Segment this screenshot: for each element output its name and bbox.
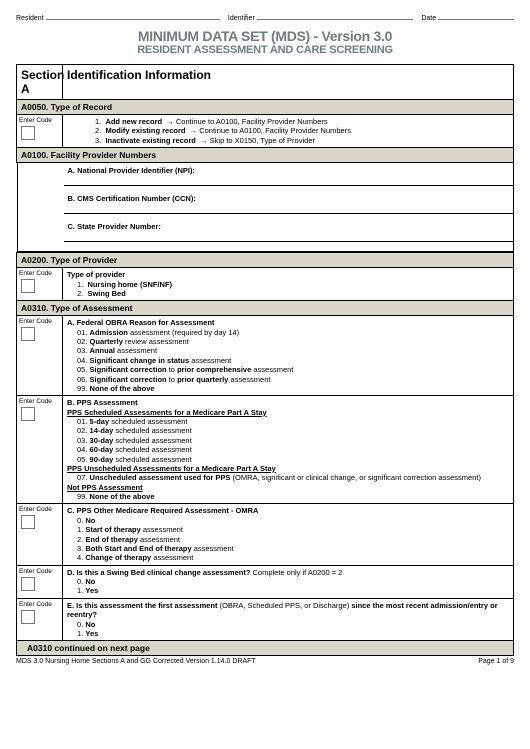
a0200-enter-code[interactable]: Enter Code xyxy=(17,268,63,301)
form-title-2: RESIDENT ASSESSMENT AND CARE SCREENING xyxy=(16,44,514,56)
a0310c-enter-code[interactable]: Enter Code xyxy=(17,504,63,565)
date-input-line[interactable] xyxy=(438,12,514,20)
identifier-label: Identifier xyxy=(228,15,255,22)
a0310d-enter-code[interactable]: Enter Code xyxy=(17,565,63,598)
a0100-b: B. CMS Certification Number (CCN): xyxy=(64,186,513,214)
section-name: Identification Information xyxy=(67,68,211,82)
a0100-a: A. National Provider Identifier (NPI): xyxy=(64,163,513,186)
a0310c-content: C. PPS Other Medicare Required Assessmen… xyxy=(63,504,514,565)
footer-right: Page 1 of 9 xyxy=(478,658,514,665)
a0310e-content: E. Is this assessment the first assessme… xyxy=(63,598,514,641)
page-header: Resident Identifier Date xyxy=(16,12,514,22)
form-title-1: MINIMUM DATA SET (MDS) - Version 3.0 xyxy=(16,28,514,44)
a0050-enter-code[interactable]: Enter Code xyxy=(17,115,63,148)
footer-left: MDS 3.0 Nursing Home Sections A and GG C… xyxy=(16,658,256,665)
a0050-content: 1. Add new record → Continue to A0100, F… xyxy=(63,115,514,148)
section-header-row: Section A Identification Information xyxy=(17,65,514,100)
a0310d-content: D. Is this a Swing Bed clinical change a… xyxy=(63,565,514,598)
date-label: Date xyxy=(421,15,436,22)
a0100-heading: A0100. Facility Provider Numbers xyxy=(17,148,514,163)
identifier-input-line[interactable] xyxy=(257,12,414,20)
a0310-heading: A0310. Type of Assessment xyxy=(17,301,514,316)
a0310e-enter-code[interactable]: Enter Code xyxy=(17,598,63,641)
a0310b-content: B. PPS Assessment PPS Scheduled Assessme… xyxy=(63,396,514,504)
a0200-heading: A0200. Type of Provider xyxy=(17,253,514,268)
section-label: Section A xyxy=(21,68,64,96)
resident-label: Resident xyxy=(16,15,44,22)
page-footer: MDS 3.0 Nursing Home Sections A and GG C… xyxy=(16,658,514,665)
form-table: Section A Identification Information A00… xyxy=(16,64,514,656)
a0310-continued: A0310 continued on next page xyxy=(17,641,514,656)
a0310b-enter-code[interactable]: Enter Code xyxy=(17,396,63,504)
a0200-content: Type of provider 1. Nursing home (SNF/NF… xyxy=(63,268,514,301)
a0050-heading: A0050. Type of Record xyxy=(17,100,514,115)
a0310a-enter-code[interactable]: Enter Code xyxy=(17,316,63,396)
a0310a-content: A. Federal OBRA Reason for Assessment 01… xyxy=(63,316,514,396)
resident-input-line[interactable] xyxy=(46,12,220,20)
a0100-c: C. State Provider Number: xyxy=(64,214,513,242)
